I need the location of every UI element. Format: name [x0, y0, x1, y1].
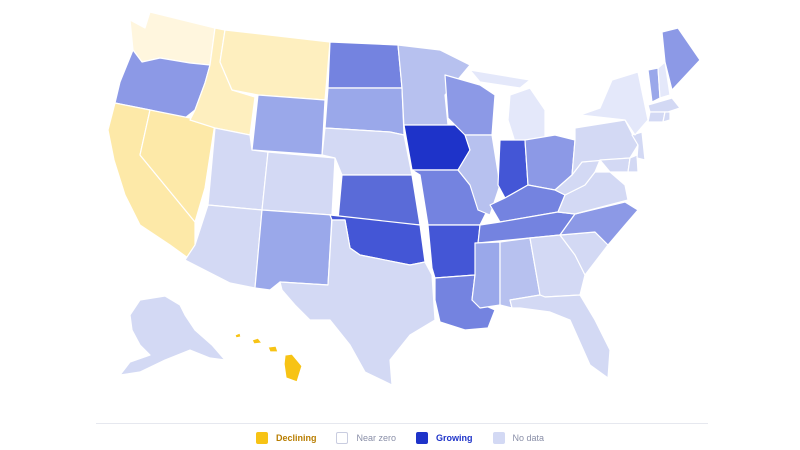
state-nj[interactable] — [631, 131, 646, 161]
state-wy[interactable] — [251, 94, 326, 156]
state-nh[interactable] — [657, 61, 671, 99]
state-tx[interactable] — [279, 219, 436, 386]
state-de[interactable] — [627, 154, 639, 173]
state-il[interactable] — [457, 134, 501, 216]
state-ct[interactable] — [647, 111, 666, 123]
legend-item-no-data: No data — [492, 432, 545, 444]
state-nd[interactable] — [327, 41, 403, 89]
state-ma[interactable] — [647, 97, 681, 113]
state-nm[interactable] — [254, 209, 333, 291]
state-ia[interactable] — [403, 124, 471, 171]
legend-swatch-growing — [416, 432, 428, 444]
state-wa[interactable] — [129, 11, 216, 66]
state-sd[interactable] — [324, 87, 405, 136]
legend-swatch-near-zero — [336, 432, 349, 444]
legend: Declining Near zero Growing No data — [0, 431, 800, 445]
legend-swatch-no-data — [492, 432, 505, 444]
legend-divider — [96, 423, 708, 424]
legend-item-near-zero: Near zero — [336, 432, 396, 444]
legend-label-growing: Growing — [436, 433, 473, 443]
legend-swatch-declining — [255, 432, 268, 444]
legend-item-growing: Growing — [416, 432, 473, 444]
legend-label-near-zero: Near zero — [356, 433, 396, 443]
us-states-map — [107, 11, 701, 386]
legend-item-declining: Declining — [255, 432, 317, 444]
state-mt[interactable] — [219, 29, 331, 101]
state-md[interactable] — [599, 157, 631, 173]
legend-label-declining: Declining — [275, 433, 317, 443]
state-co[interactable] — [261, 151, 336, 216]
state-ne[interactable] — [321, 127, 413, 176]
state-fl[interactable] — [509, 294, 611, 379]
state-ms[interactable] — [471, 241, 501, 309]
state-ak[interactable] — [119, 295, 226, 376]
state-hi[interactable] — [234, 332, 303, 383]
state-ar[interactable] — [427, 224, 481, 279]
state-nc[interactable] — [559, 201, 639, 246]
state-mn[interactable] — [397, 44, 471, 129]
state-me[interactable] — [661, 27, 701, 91]
legend-label-no-data: No data — [512, 433, 545, 443]
state-ri[interactable] — [662, 111, 671, 123]
state-ny[interactable] — [579, 71, 649, 136]
